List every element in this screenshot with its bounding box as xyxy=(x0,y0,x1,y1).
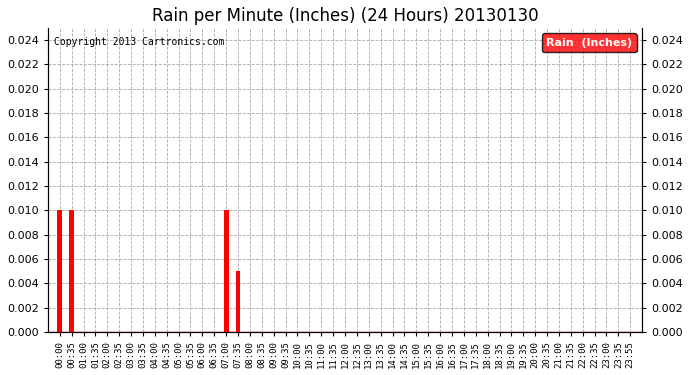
Bar xyxy=(69,210,74,332)
Text: Copyright 2013 Cartronics.com: Copyright 2013 Cartronics.com xyxy=(54,37,224,47)
Bar xyxy=(236,271,240,332)
Legend: Rain  (Inches): Rain (Inches) xyxy=(542,33,637,53)
Bar xyxy=(224,210,228,332)
Bar xyxy=(57,210,62,332)
Title: Rain per Minute (Inches) (24 Hours) 20130130: Rain per Minute (Inches) (24 Hours) 2013… xyxy=(152,7,538,25)
